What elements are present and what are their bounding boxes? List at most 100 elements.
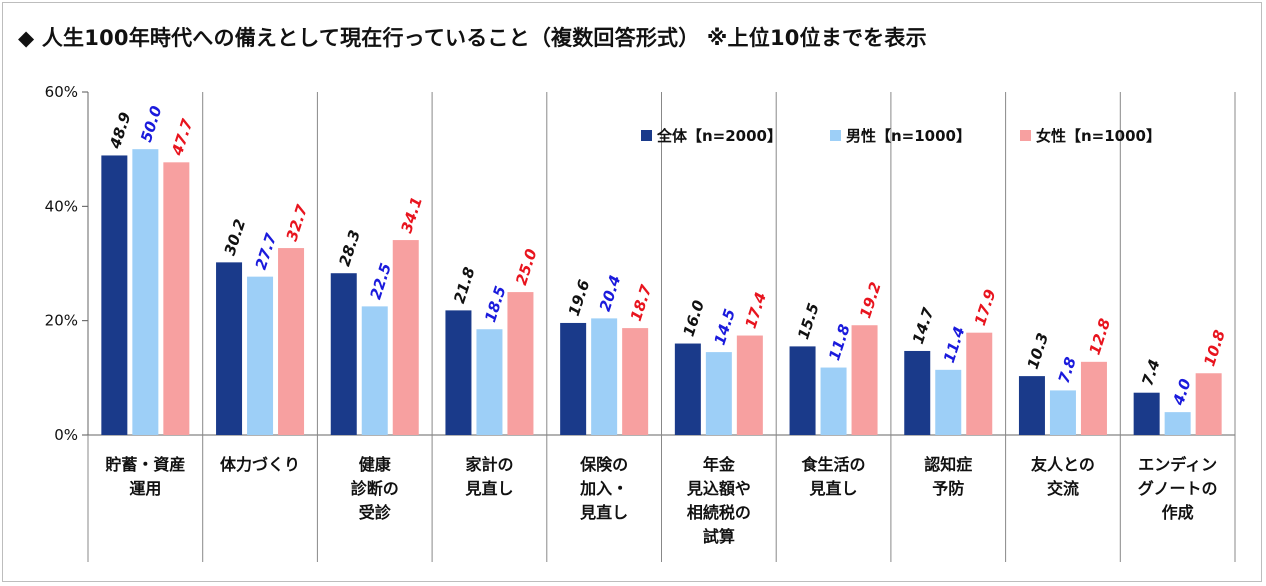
data-label: 17.9 — [971, 287, 1000, 328]
data-label: 32.7 — [283, 202, 312, 243]
bar-male — [820, 367, 847, 435]
legend-label: 女性【n=1000】 — [1036, 127, 1161, 145]
category-label: 診断の — [351, 479, 399, 498]
category-label: 加入・ — [579, 479, 628, 498]
bar-all — [904, 350, 931, 435]
bar-all — [101, 155, 128, 435]
category-label: 交流 — [1047, 479, 1079, 498]
legend-swatch — [641, 130, 652, 141]
category-label: 見直し — [579, 503, 628, 522]
category-label: 保険の — [579, 455, 628, 474]
data-label: 10.8 — [1200, 328, 1229, 369]
data-label: 7.4 — [1138, 357, 1163, 388]
category-label: 友人との — [1031, 455, 1095, 474]
data-labels: 48.9 50.0 47.7 30.2 27.732.7 28.322.534.1 21.8… — [106, 104, 1229, 409]
data-label: 11.4 — [940, 324, 969, 365]
category-label: 相続税の — [687, 503, 751, 522]
category-label: 受診 — [359, 503, 392, 522]
data-label: 17.4 — [742, 290, 771, 331]
bar-female — [622, 328, 649, 435]
data-label: 4.0 — [1169, 377, 1195, 409]
chart-title: ◆ 人生100年時代への備えとして現在行っていること（複数回答形式） ※上位10… — [18, 26, 927, 50]
y-tick-label: 60% — [45, 83, 78, 101]
data-label: 47.7 — [168, 116, 197, 158]
y-tick-label: 40% — [45, 197, 78, 215]
data-label: 18.5 — [481, 284, 510, 325]
category-label: 見直し — [464, 479, 513, 498]
bar-all — [216, 262, 243, 435]
data-label: 22.5 — [366, 261, 395, 302]
category-label: 食生活の — [801, 455, 866, 474]
data-label: 14.7 — [909, 305, 938, 346]
category-label: エンディン — [1138, 455, 1217, 474]
legend-swatch — [1020, 130, 1031, 141]
legend-label: 男性【n=1000】 — [846, 127, 971, 145]
bar-female — [1080, 361, 1107, 435]
bar-male — [705, 352, 732, 435]
bar-female — [163, 162, 190, 435]
data-label: 28.3 — [335, 228, 364, 269]
bar-female — [1195, 373, 1222, 435]
data-label: 10.3 — [1024, 331, 1053, 372]
bar-all — [1018, 376, 1045, 435]
category-label: 予防 — [932, 479, 964, 498]
bar-male — [247, 276, 274, 435]
category-label: グノートの — [1138, 479, 1218, 498]
category-label: 健康 — [359, 455, 392, 474]
y-tick-label: 0% — [54, 426, 78, 444]
data-label: 15.5 — [794, 301, 823, 342]
data-label: 11.8 — [825, 322, 854, 363]
data-label: 21.8 — [450, 265, 479, 306]
data-label: 27.7 — [252, 231, 281, 272]
bar-all — [445, 310, 472, 435]
category-label: 認知症 — [924, 455, 972, 474]
bar-all — [674, 343, 701, 435]
bar-female — [851, 325, 878, 435]
bars — [101, 149, 1222, 435]
data-label: 25.0 — [512, 247, 541, 288]
data-label: 16.0 — [680, 298, 709, 339]
data-label: 20.4 — [596, 273, 625, 314]
category-label: 体力づくり — [220, 455, 300, 474]
data-label: 34.1 — [397, 195, 426, 236]
bar-female — [966, 332, 993, 435]
legend: 全体【n=2000】 男性【n=1000】 女性【n=1000】 — [641, 127, 1161, 145]
bar-all — [1133, 392, 1160, 435]
data-label: 19.2 — [856, 280, 885, 321]
bar-male — [591, 318, 618, 435]
bar-female — [507, 292, 534, 435]
bar-all — [789, 346, 816, 435]
category-label: 見込額や — [686, 479, 751, 498]
category-label: 試算 — [703, 527, 735, 546]
data-label: 48.9 — [106, 110, 135, 152]
legend-label: 全体【n=2000】 — [656, 127, 782, 145]
data-label: 12.8 — [1086, 316, 1115, 357]
category-label: 家計の — [465, 455, 513, 474]
bar-male — [935, 369, 962, 435]
bar-all — [330, 273, 357, 435]
bar-female — [736, 335, 763, 435]
bar-male — [1049, 390, 1076, 435]
data-label: 50.0 — [137, 104, 166, 145]
category-label: 見直し — [809, 479, 858, 498]
data-label: 7.8 — [1055, 355, 1080, 386]
category-label: 運用 — [129, 479, 161, 498]
data-label: 19.6 — [565, 277, 594, 318]
data-label: 30.2 — [221, 217, 250, 258]
legend-swatch — [830, 130, 841, 141]
bar-all — [560, 322, 587, 435]
bar-female — [278, 248, 305, 435]
bar-female — [392, 240, 419, 435]
bar-male — [1164, 412, 1191, 435]
data-label: 18.7 — [627, 282, 656, 323]
bar-male — [476, 329, 503, 435]
category-label: 年金 — [703, 455, 736, 474]
category-label: 貯蓄・資産 — [105, 455, 185, 474]
data-label: 14.5 — [711, 307, 740, 348]
bar-male — [132, 149, 159, 435]
bar-male — [361, 306, 388, 435]
axes: 0% 20% 40% 60% — [45, 83, 1236, 562]
